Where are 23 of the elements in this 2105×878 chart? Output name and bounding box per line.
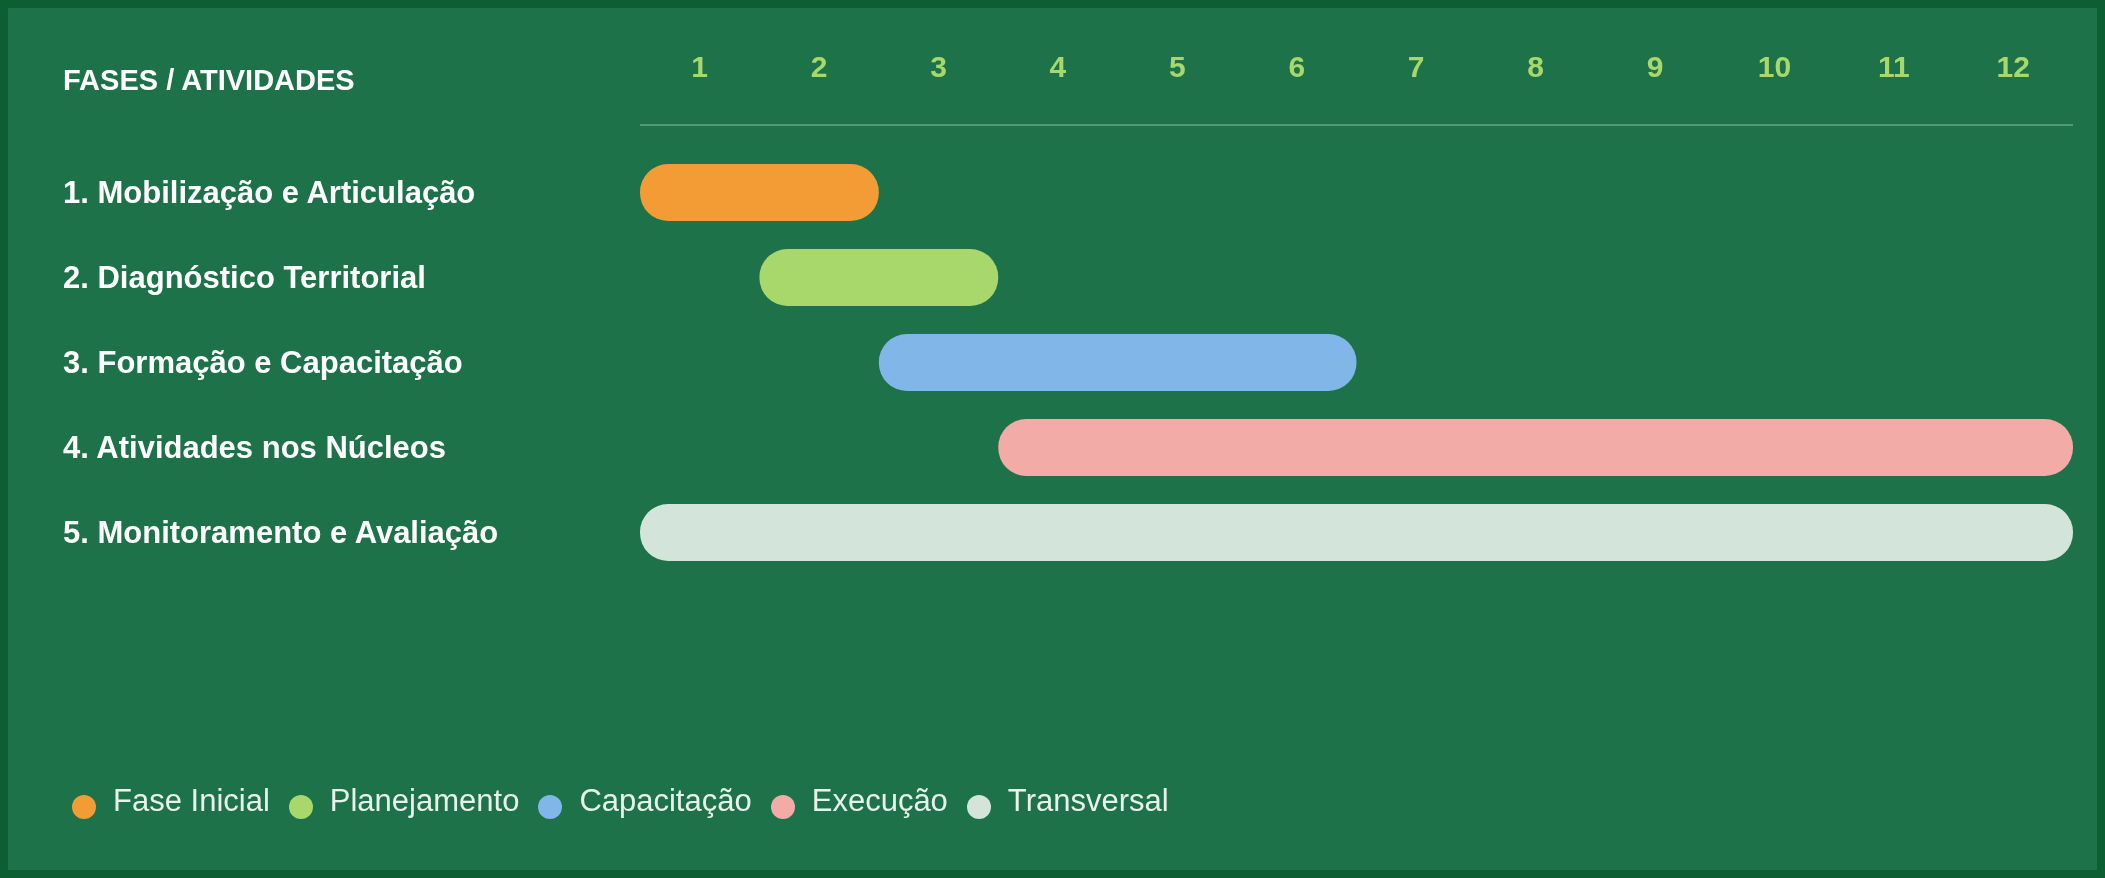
x-tick-label: 5: [1169, 50, 1186, 83]
y-tick-label: 5. Monitoramento e Avaliação: [63, 515, 499, 550]
y-tick-label: 1. Mobilização e Articulação: [63, 175, 476, 210]
x-tick-label: 9: [1646, 50, 1664, 83]
y-tick-label: 3. Formação e Capacitação: [63, 345, 463, 380]
y-tick-label: 4. Atividades nos Núcleos: [63, 430, 447, 465]
x-tick-label: 3: [930, 50, 947, 83]
legend-label: Transversal: [1007, 783, 1169, 819]
x-tick-label: 12: [1996, 50, 2030, 83]
x-tick-label: 7: [1407, 50, 1425, 83]
y-tick-label: 2. Diagnóstico Territorial: [63, 260, 426, 295]
legend-label: Execução: [811, 783, 948, 819]
x-tick-label: 1: [691, 50, 709, 83]
y-axis-title: FASES / ATIVIDADES: [63, 64, 355, 96]
x-tick-label: 10: [1757, 50, 1792, 83]
x-tick-label: 6: [1288, 50, 1306, 83]
x-tick-label: 11: [1878, 50, 1910, 83]
x-tick-label: 4: [1049, 50, 1067, 83]
legend-label: Planejamento: [329, 783, 520, 819]
legend-label: Capacitação: [579, 783, 752, 819]
x-tick-label: 8: [1527, 50, 1544, 83]
legend-label: Fase Inicial: [113, 783, 270, 819]
x-tick-label: 2: [810, 50, 828, 83]
